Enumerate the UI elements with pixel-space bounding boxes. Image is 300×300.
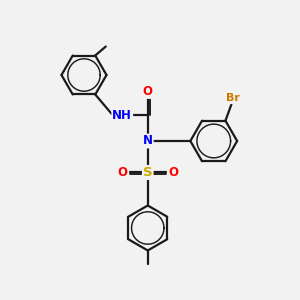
Text: O: O xyxy=(168,166,178,179)
Text: NH: NH xyxy=(112,109,132,122)
Text: N: N xyxy=(143,134,153,148)
Text: S: S xyxy=(143,166,153,179)
Text: O: O xyxy=(143,85,153,98)
Text: O: O xyxy=(118,166,128,179)
Text: Br: Br xyxy=(226,93,240,103)
